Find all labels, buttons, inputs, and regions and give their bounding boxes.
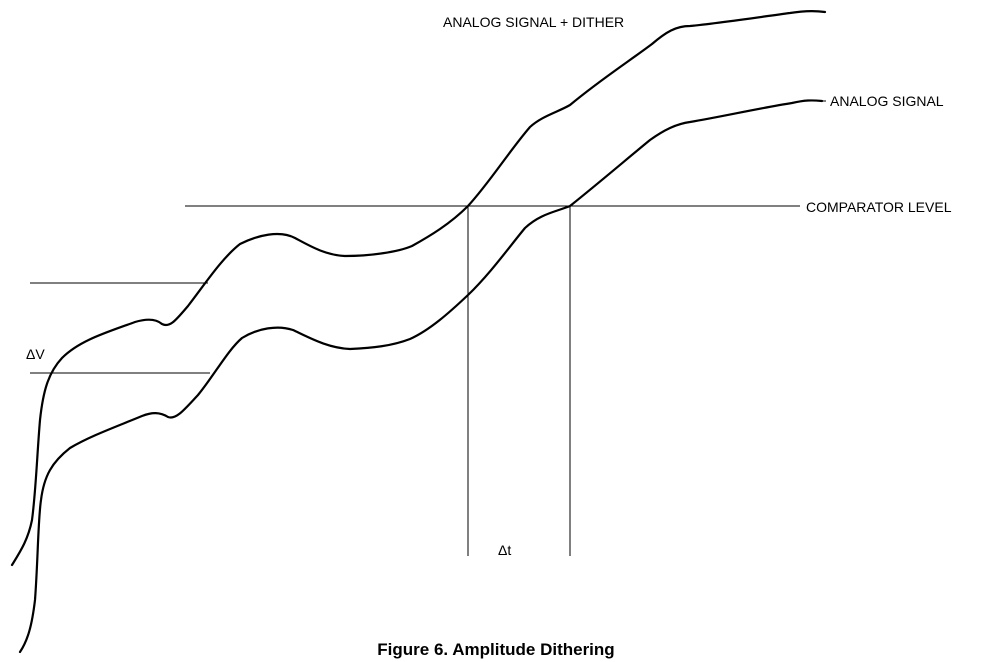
signal-plus-dither-label: ANALOG SIGNAL + DITHER <box>443 14 624 30</box>
delta-v-label: ΔV <box>26 346 45 362</box>
comparator-level-label: COMPARATOR LEVEL <box>806 199 952 215</box>
delta-t-label: Δt <box>498 542 511 558</box>
figure-caption: Figure 6. Amplitude Dithering <box>377 640 614 659</box>
analog-signal-curve <box>18 99 824 654</box>
analog-signal-plus-dither-curve <box>10 9 827 567</box>
signal-label: ANALOG SIGNAL <box>830 93 944 109</box>
